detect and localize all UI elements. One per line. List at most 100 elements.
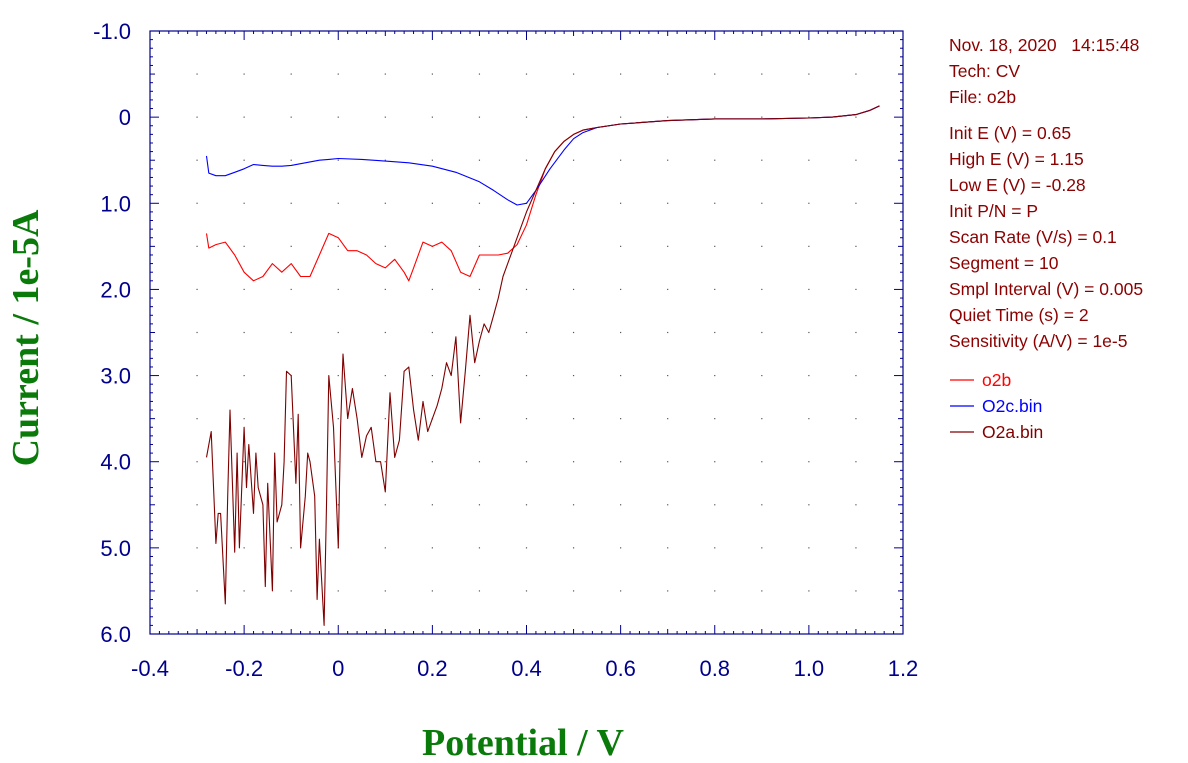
grid-dot [714, 504, 716, 506]
grid-dot [478, 461, 481, 463]
grid-dot [808, 159, 810, 161]
grid-dot [808, 288, 810, 291]
grid-dot [620, 116, 622, 118]
grid-dot [337, 461, 339, 463]
grid-dot [572, 418, 575, 420]
grid-dot [620, 159, 622, 161]
grid-dot [761, 374, 763, 377]
legend: o2b O2c.bin O2a.bin [950, 370, 1043, 442]
grid-dot [290, 590, 292, 592]
grid-dot [243, 202, 245, 204]
grid-dot [714, 245, 716, 247]
grid-dot [196, 245, 198, 247]
grid-dot [620, 504, 622, 506]
grid-dot [431, 504, 433, 506]
grid-dot [337, 288, 339, 291]
grid-dot [196, 590, 198, 592]
grid-dot [243, 288, 245, 291]
y-axis-title: Current / 1e-5A [5, 209, 47, 466]
grid-dot [196, 288, 198, 291]
grid-dot [290, 331, 292, 334]
grid-dot [855, 461, 857, 463]
grid-dot [525, 504, 528, 506]
grid-dot [196, 73, 198, 75]
info-datetime: Nov. 18, 2020 14:15:48 [949, 35, 1139, 55]
grid-dot [525, 288, 528, 291]
grid-dot [337, 159, 339, 161]
info-tech: Tech: CV [949, 61, 1020, 81]
grid-dot [761, 590, 763, 592]
grid-dot [808, 73, 810, 75]
grid-dot [855, 504, 857, 506]
grid-dot [290, 504, 292, 506]
y-tick-label: 2.0 [100, 277, 131, 302]
info-param: Sensitivity (A/V) = 1e-5 [949, 331, 1127, 351]
grid-dot [667, 504, 669, 506]
grid-dot [337, 245, 339, 247]
grid-dot [196, 418, 198, 420]
grid-dot [478, 73, 481, 75]
grid-dot [384, 374, 386, 377]
grid-dot [572, 547, 575, 549]
grid-dot [667, 331, 669, 334]
grid-dot [620, 590, 622, 592]
x-tick-label: 0.4 [511, 656, 542, 681]
grid-dot [243, 547, 245, 549]
grid-dot [431, 374, 433, 377]
grid-dot [714, 331, 716, 334]
grid-dot [243, 461, 245, 463]
axis-ticks [149, 30, 904, 635]
grid-dot [667, 202, 669, 204]
grid-dot [196, 547, 198, 549]
grid-dot [196, 202, 198, 204]
grid-dot [290, 116, 292, 118]
grid-dot [431, 331, 433, 334]
grid-dot [667, 159, 669, 161]
grid-dot [290, 245, 292, 247]
grid-dot [572, 245, 575, 247]
grid-dot [572, 504, 575, 506]
series-line-o2a-bin [205, 105, 880, 626]
grid-dot [525, 116, 528, 118]
tick-labels: -0.4 -0.2 0 0.2 0.4 0.6 0.8 1.0 1.2 -1.0 0 1.0 2.0 3.… [93, 19, 918, 681]
grid-dot [761, 461, 763, 463]
grid-dot [761, 245, 763, 247]
grid-dot [384, 461, 386, 463]
grid-dot [478, 245, 481, 247]
grid-dot [196, 461, 198, 463]
grid-dot [431, 73, 433, 75]
grid-dot [761, 288, 763, 291]
grid-dot [337, 374, 339, 377]
grid-dot [337, 116, 339, 118]
grid-dot [572, 202, 575, 204]
grid-dot [243, 245, 245, 247]
grid-dot [196, 504, 198, 506]
grid-dot [855, 374, 857, 377]
info-file: File: o2b [949, 87, 1016, 107]
grid-dot [243, 418, 245, 420]
grid-dot [290, 547, 292, 549]
grid-dot [478, 116, 481, 118]
grid-dot [243, 374, 245, 377]
grid-dot [667, 374, 669, 377]
info-param: Init P/N = P [949, 201, 1038, 221]
grid-dot [196, 159, 198, 161]
grid-dot [714, 73, 716, 75]
info-panel: Nov. 18, 2020 14:15:48 Tech: CV File: o2… [949, 35, 1143, 351]
grid-dot [431, 202, 433, 204]
grid-dot [620, 374, 622, 377]
grid-dot [667, 116, 669, 118]
info-param: Init E (V) = 0.65 [949, 123, 1071, 143]
grid-dot [761, 159, 763, 161]
grid-dot [667, 547, 669, 549]
grid-dot [667, 288, 669, 291]
grid-dot [714, 461, 716, 463]
grid-dot [808, 202, 810, 204]
grid-dot [431, 590, 433, 592]
grid-dot [337, 504, 339, 506]
grid-dot [714, 202, 716, 204]
info-param: Smpl Interval (V) = 0.005 [949, 279, 1143, 299]
grid-dot [431, 288, 433, 291]
grid-dot [525, 418, 528, 420]
